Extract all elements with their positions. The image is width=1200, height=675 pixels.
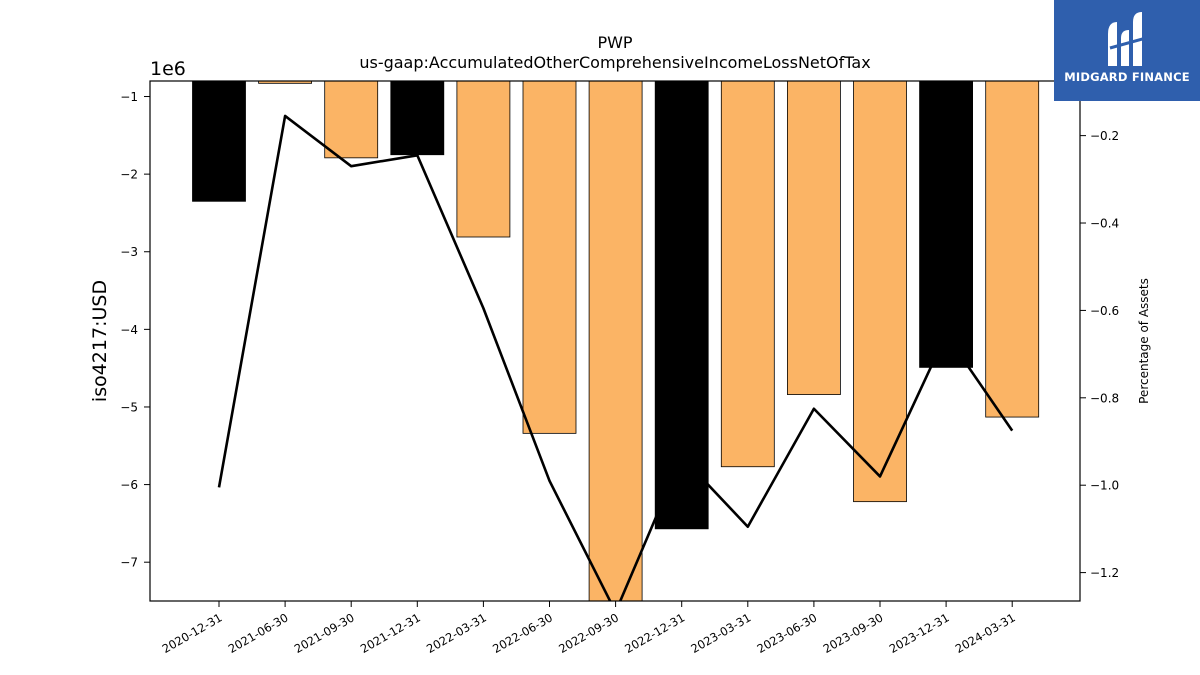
x-tick-label: 2023-03-31 bbox=[688, 610, 753, 656]
y-tick-label: −2 bbox=[120, 168, 138, 182]
y2-tick-label: −1.0 bbox=[1090, 479, 1119, 493]
y2-axis-label: Percentage of Assets bbox=[1137, 278, 1151, 404]
plot-frame bbox=[149, 80, 1081, 602]
bar-2023-12-31 bbox=[919, 80, 973, 368]
x-tick-label: 2021-06-30 bbox=[226, 610, 291, 656]
y-axis-label: iso4217:USD bbox=[89, 280, 111, 402]
y-tick-label: −4 bbox=[120, 323, 138, 337]
bar-2022-06-30 bbox=[522, 80, 577, 434]
bar-2021-09-30 bbox=[324, 80, 379, 159]
x-tick-label: 2023-09-30 bbox=[821, 610, 886, 656]
bar-2023-09-30 bbox=[853, 80, 907, 503]
logo-mark-icon bbox=[1108, 12, 1147, 66]
x-tick-label: 2022-03-31 bbox=[424, 610, 489, 656]
y2-tick-label: −0.8 bbox=[1090, 391, 1119, 405]
chart-title: PWP bbox=[597, 33, 632, 52]
bar-2022-12-31 bbox=[654, 80, 709, 530]
y-axis-offset-label: 1e6 bbox=[150, 58, 186, 80]
percentage-line bbox=[217, 114, 1014, 601]
y2-tick-label: −0.2 bbox=[1090, 129, 1119, 143]
bar-2022-03-31 bbox=[456, 80, 511, 238]
bar-2024-03-31 bbox=[985, 80, 1040, 418]
y-tick-label: −6 bbox=[120, 478, 138, 492]
y-tick-label: −5 bbox=[120, 400, 138, 414]
y2-tick-label: −0.6 bbox=[1090, 304, 1119, 318]
x-tick-label: 2022-06-30 bbox=[490, 610, 555, 656]
chart-subtitle: us-gaap:AccumulatedOtherComprehensiveInc… bbox=[359, 53, 870, 72]
y2-tick-label: −1.2 bbox=[1090, 566, 1119, 580]
bar-2023-03-31 bbox=[720, 80, 775, 468]
logo-text: MIDGARD FINANCE bbox=[1064, 70, 1190, 84]
x-tick-label: 2022-09-30 bbox=[556, 610, 621, 656]
x-tick-label: 2021-09-30 bbox=[292, 610, 357, 656]
x-tick-label: 2021-12-31 bbox=[358, 610, 423, 656]
y2-tick-label: −0.4 bbox=[1090, 217, 1119, 231]
x-tick-label: 2020-12-31 bbox=[160, 610, 225, 656]
y-tick-label: −7 bbox=[120, 556, 138, 570]
y-tick-label: −3 bbox=[120, 245, 138, 259]
x-tick-label: 2023-06-30 bbox=[755, 610, 820, 656]
x-tick-label: 2023-12-31 bbox=[887, 610, 952, 656]
x-tick-label: 2022-12-31 bbox=[622, 610, 687, 656]
brand-logo: MIDGARD FINANCE bbox=[1054, 0, 1200, 101]
bar-2023-06-30 bbox=[787, 80, 841, 395]
bar-2020-12-31 bbox=[192, 80, 246, 202]
y-tick-label: −1 bbox=[120, 90, 138, 104]
x-tick-label: 2024-03-31 bbox=[953, 610, 1018, 656]
bar-2022-09-30 bbox=[588, 80, 643, 602]
bar-2021-12-31 bbox=[390, 80, 445, 156]
